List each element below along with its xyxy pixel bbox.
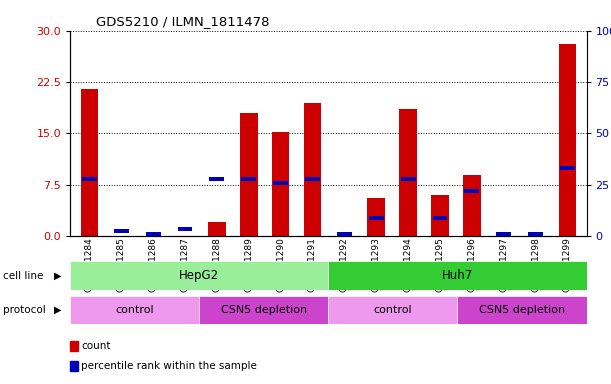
Bar — [463, 174, 481, 236]
Bar — [240, 113, 257, 236]
Bar — [81, 89, 98, 236]
Text: HepG2: HepG2 — [179, 269, 219, 282]
Bar — [528, 232, 543, 236]
Bar — [145, 232, 161, 236]
Bar — [400, 109, 417, 236]
Bar — [178, 227, 192, 231]
Bar — [458, 296, 587, 324]
Bar — [433, 216, 447, 220]
Bar — [369, 216, 384, 220]
Text: protocol: protocol — [3, 305, 46, 315]
Bar — [367, 199, 385, 236]
Text: Huh7: Huh7 — [442, 269, 473, 282]
Bar — [464, 189, 479, 193]
Bar — [329, 261, 587, 290]
Bar — [305, 177, 320, 181]
Bar — [496, 232, 511, 236]
Bar — [431, 195, 448, 236]
Text: CSN5 depletion: CSN5 depletion — [221, 305, 307, 315]
Text: GDS5210 / ILMN_1811478: GDS5210 / ILMN_1811478 — [96, 15, 269, 28]
Bar — [560, 166, 575, 170]
Bar — [70, 261, 329, 290]
Text: percentile rank within the sample: percentile rank within the sample — [81, 361, 257, 371]
Bar — [558, 45, 576, 236]
Bar — [401, 177, 415, 181]
Text: ▶: ▶ — [54, 270, 62, 281]
Bar — [304, 103, 321, 236]
Bar — [208, 222, 225, 236]
Text: CSN5 depletion: CSN5 depletion — [479, 305, 565, 315]
Bar — [272, 132, 290, 236]
Text: cell line: cell line — [3, 270, 43, 281]
Bar — [70, 296, 199, 324]
Bar — [82, 177, 97, 181]
Bar — [241, 177, 256, 181]
Text: control: control — [374, 305, 412, 315]
Bar — [210, 177, 224, 181]
Text: ▶: ▶ — [54, 305, 62, 315]
Bar — [337, 232, 352, 236]
Bar — [329, 296, 458, 324]
Bar — [199, 296, 329, 324]
Bar — [114, 229, 129, 233]
Bar — [273, 181, 288, 185]
Text: control: control — [115, 305, 154, 315]
Text: count: count — [81, 341, 111, 351]
